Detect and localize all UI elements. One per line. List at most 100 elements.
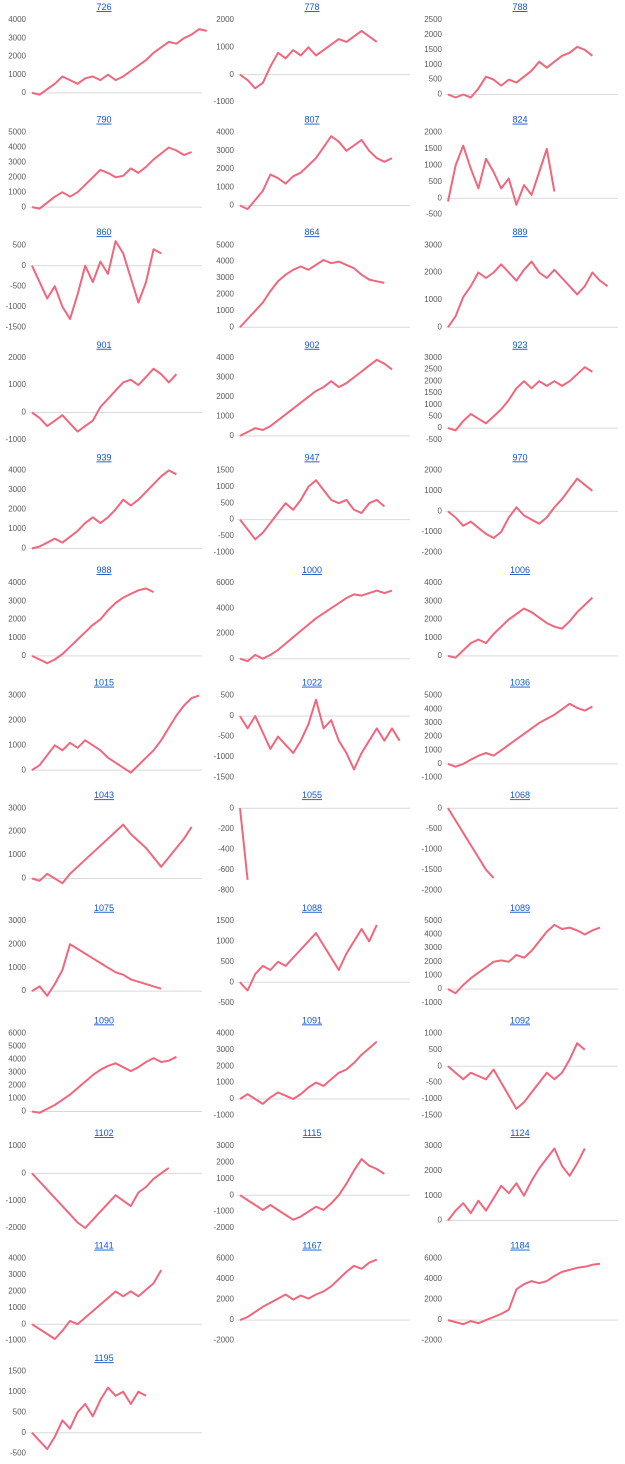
- chart-title[interactable]: 923: [512, 340, 527, 350]
- y-tick-label: 2000: [424, 466, 442, 475]
- y-tick-label: 1000: [216, 936, 234, 945]
- chart-title[interactable]: 889: [512, 227, 527, 237]
- chart-title[interactable]: 1195: [94, 1353, 113, 1363]
- chart-title[interactable]: 1124: [510, 1128, 529, 1138]
- chart-title[interactable]: 901: [96, 340, 111, 350]
- chart-title[interactable]: 726: [96, 2, 111, 12]
- chart-title[interactable]: 1068: [510, 790, 530, 800]
- series-line: [447, 1042, 586, 1110]
- chart-title[interactable]: 1102: [94, 1128, 113, 1138]
- series-line: [239, 259, 385, 328]
- chart-title[interactable]: 1088: [302, 903, 322, 913]
- chart-title[interactable]: 1075: [94, 903, 114, 913]
- y-tick-label: 3000: [8, 1270, 26, 1279]
- chart-title[interactable]: 788: [512, 2, 527, 12]
- y-tick-label: 0: [22, 986, 27, 995]
- y-tick-label: 2000: [424, 732, 442, 741]
- mini-chart: 824 -500 0 500 1000 1500 2000: [424, 115, 618, 219]
- chart-title[interactable]: 1000: [302, 565, 322, 575]
- y-tick-label: 2000: [424, 268, 442, 277]
- chart-title[interactable]: 939: [96, 452, 111, 462]
- chart-title[interactable]: 1055: [302, 790, 322, 800]
- y-tick-label: 4000: [8, 15, 26, 24]
- y-tick-label: 3000: [8, 691, 26, 700]
- y-tick-label: 2000: [424, 615, 442, 624]
- y-tick-label: 4000: [216, 257, 234, 266]
- y-tick-label: 1000: [8, 380, 26, 389]
- chart-title[interactable]: 1184: [510, 1241, 529, 1251]
- chart-title[interactable]: 1167: [302, 1241, 321, 1251]
- y-tick-label: 1000: [216, 1174, 234, 1183]
- y-tick-label: 2000: [424, 128, 442, 137]
- series-line: [239, 589, 393, 663]
- mini-chart: 1092 -1500 -1000 -500 0 500 1000: [422, 1015, 618, 1120]
- y-tick-label: 500: [221, 498, 235, 507]
- chart-title[interactable]: 1043: [94, 790, 114, 800]
- chart-title[interactable]: 902: [304, 340, 319, 350]
- chart-title[interactable]: 824: [512, 115, 527, 125]
- mini-chart: 1141 -1000 0 1000 2000 3000 4000: [6, 1241, 202, 1345]
- y-tick-label: -1000: [214, 1207, 235, 1216]
- y-tick-label: 2000: [424, 30, 442, 39]
- y-tick-label: 0: [22, 261, 27, 270]
- y-tick-label: 6000: [424, 1254, 442, 1263]
- chart-title[interactable]: 778: [304, 2, 319, 12]
- chart-title[interactable]: 1092: [510, 1015, 530, 1025]
- series-line: [447, 702, 593, 768]
- chart-title[interactable]: 860: [96, 227, 111, 237]
- chart-title[interactable]: 947: [304, 452, 319, 462]
- y-tick-label: -1500: [6, 322, 27, 331]
- series-line: [31, 1055, 177, 1114]
- y-tick-label: 1000: [424, 486, 442, 495]
- y-tick-label: 4000: [424, 578, 442, 587]
- y-tick-label: -500: [426, 210, 443, 219]
- y-tick-label: 1000: [8, 963, 26, 972]
- mini-chart: 788 0 500 1000 1500 2000 2500: [424, 2, 618, 99]
- y-tick-label: 2000: [8, 1287, 26, 1296]
- y-tick-label: 0: [230, 70, 235, 79]
- chart-title[interactable]: 1141: [94, 1241, 113, 1251]
- series-line: [239, 135, 393, 211]
- chart-title[interactable]: 1006: [510, 565, 530, 575]
- mini-chart: 1090 0 1000 2000 3000 4000 5000 6000: [8, 1015, 202, 1116]
- y-tick-label: 0: [230, 431, 235, 440]
- mini-chart: 807 0 1000 2000 3000 4000: [216, 115, 410, 211]
- chart-title[interactable]: 1036: [510, 678, 530, 688]
- chart-title[interactable]: 970: [512, 452, 527, 462]
- chart-title[interactable]: 1090: [94, 1015, 114, 1025]
- y-tick-label: 1000: [424, 60, 442, 69]
- y-tick-label: 0: [230, 711, 235, 720]
- mini-chart: 790 0 1000 2000 3000 4000 5000: [8, 115, 202, 211]
- y-tick-label: 3000: [8, 485, 26, 494]
- chart-title[interactable]: 1015: [94, 678, 114, 688]
- mini-chart: 970 -2000 -1000 0 1000 2000: [422, 452, 618, 557]
- chart-title[interactable]: 864: [304, 227, 319, 237]
- mini-chart: 778 -1000 0 1000 2000: [214, 2, 410, 106]
- y-tick-label: -2000: [214, 1336, 235, 1345]
- y-tick-label: -500: [10, 1448, 27, 1457]
- chart-title[interactable]: 1115: [303, 1128, 322, 1138]
- y-tick-label: 0: [230, 1094, 235, 1103]
- chart-title[interactable]: 988: [96, 565, 111, 575]
- chart-title[interactable]: 1089: [510, 903, 530, 913]
- y-tick-label: -500: [426, 824, 443, 833]
- y-tick-label: 1000: [216, 411, 234, 420]
- y-tick-label: 1000: [216, 306, 234, 315]
- chart-title[interactable]: 790: [96, 115, 111, 125]
- y-tick-label: 5000: [424, 691, 442, 700]
- y-tick-label: 3000: [8, 916, 26, 925]
- y-tick-label: 3000: [424, 353, 442, 362]
- chart-title[interactable]: 1022: [302, 678, 322, 688]
- series-line: [31, 823, 193, 885]
- y-tick-label: 1000: [8, 850, 26, 859]
- chart-title[interactable]: 1091: [302, 1015, 322, 1025]
- y-tick-label: 4000: [8, 466, 26, 475]
- y-tick-label: 500: [429, 177, 443, 186]
- y-tick-label: 0: [438, 984, 443, 993]
- mini-chart: 902 0 1000 2000 3000 4000: [216, 340, 410, 440]
- chart-title[interactable]: 807: [304, 115, 319, 125]
- y-tick-label: 6000: [216, 578, 234, 587]
- y-tick-label: 3000: [216, 146, 234, 155]
- y-tick-label: -2000: [6, 1223, 27, 1232]
- y-tick-label: 3000: [8, 596, 26, 605]
